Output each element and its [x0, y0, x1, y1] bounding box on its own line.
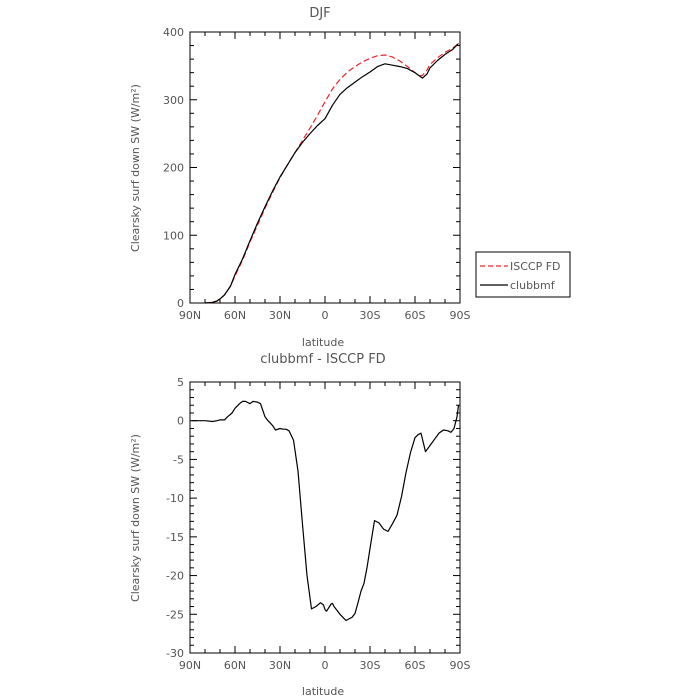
bottom-x-axis-label: latitude [302, 685, 344, 698]
bottom-title: clubbmf - ISCCP FD [260, 352, 385, 367]
bottom-series-line-clubbmf [191, 400, 460, 622]
top-x-tick-label: 30S [360, 309, 381, 322]
legend: ISCCP FD clubbmf [475, 251, 571, 298]
bottom-y-tick-label: 5 [177, 376, 184, 389]
top-series-line-clubbmf [204, 43, 459, 304]
top-x-tick-label: 0 [322, 309, 329, 322]
bottom-y-tick-label: -5 [173, 453, 184, 466]
top-y-axis-label: Clearsky surf down SW (W/m²) [129, 84, 142, 252]
top-x-tick-label: 60S [405, 309, 426, 322]
top-x-tick-label: 60N [224, 309, 246, 322]
top-y-tick-label: 400 [163, 26, 184, 39]
top-y-tick-label: 0 [177, 297, 184, 310]
top-y-tick-label: 100 [163, 229, 184, 242]
legend-box [475, 251, 571, 298]
top-x-tick-label: 30N [269, 309, 291, 322]
bottom-x-tick-label: 0 [322, 659, 329, 672]
legend-label-isccp: ISCCP FD [510, 260, 561, 273]
bottom-y-tick-label: -25 [166, 608, 184, 621]
bottom-x-tick-label: 30N [269, 659, 291, 672]
top-plot-area: 90N 60N 30N 0 30S 60S 90S 0 100 200 300 400 [163, 26, 471, 322]
top-x-tick-label: 90N [179, 309, 201, 322]
bottom-x-tick-label: 60S [405, 659, 426, 672]
bottom-y-tick-label: -15 [166, 531, 184, 544]
bottom-y-tick-label: 0 [177, 415, 184, 428]
bottom-x-tick-label: 90N [179, 659, 201, 672]
top-x-axis-label: latitude [302, 336, 344, 349]
top-x-tick-label: 90S [450, 309, 471, 322]
bottom-y-axis-label: Clearsky surf down SW (W/m²) [129, 434, 142, 602]
top-y-tick-label: 300 [163, 94, 184, 107]
top-plot-frame [189, 31, 461, 304]
top-title: DJF [309, 6, 330, 21]
top-y-tick-label: 200 [163, 162, 184, 175]
bottom-x-tick-label: 30S [360, 659, 381, 672]
top-panel: DJF 90N 60N 30N 0 30S 60S 90S 0 100 200 300 400 lat… [129, 6, 571, 349]
bottom-x-tick-label: 60N [224, 659, 246, 672]
bottom-y-tick-label: -20 [166, 570, 184, 583]
bottom-y-tick-label: -10 [166, 492, 184, 505]
bottom-plot-frame [189, 381, 461, 654]
bottom-y-tick-label: -30 [166, 647, 184, 660]
bottom-x-tick-label: 90S [450, 659, 471, 672]
bottom-plot-area: 90N 60N 30N 0 30S 60S 90S 5 0 -5 -10 -15 -20 -25 -30 [166, 376, 470, 672]
bottom-panel: clubbmf - ISCCP FD 90N 60N 30N 0 30S 60S 90S 5 0… [129, 352, 471, 698]
legend-label-clubbmf: clubbmf [510, 279, 556, 292]
top-series-line-isccp-fd [204, 43, 459, 304]
